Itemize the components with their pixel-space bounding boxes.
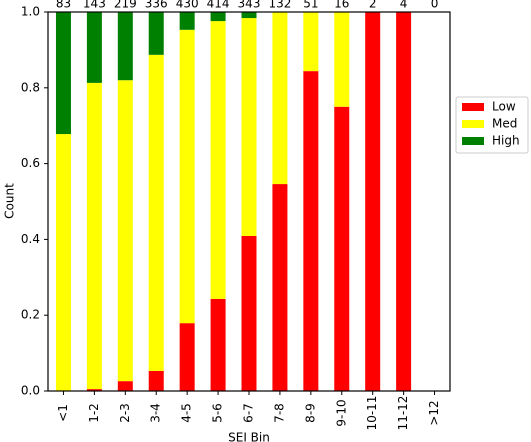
bar-segment bbox=[148, 12, 164, 55]
bar-segment bbox=[334, 12, 350, 107]
count-label: 430 bbox=[176, 0, 199, 11]
bar-segment bbox=[303, 71, 319, 392]
bar-segment bbox=[148, 54, 164, 371]
x-tick-label: 4-5 bbox=[180, 403, 194, 423]
bar-segment bbox=[272, 12, 288, 185]
y-tick-label: 0.0 bbox=[21, 384, 40, 398]
x-tick-label: 5-6 bbox=[211, 403, 225, 423]
bar-segment bbox=[55, 134, 71, 391]
count-label: 2 bbox=[369, 0, 377, 11]
x-tick-label: 2-3 bbox=[118, 403, 132, 423]
bar-segment bbox=[55, 12, 71, 135]
count-label: 51 bbox=[303, 0, 318, 11]
plot-frame bbox=[47, 11, 451, 392]
bar-segment bbox=[179, 323, 195, 391]
bar-segment bbox=[396, 12, 412, 391]
legend-swatch bbox=[462, 137, 484, 145]
x-tick-label: 10-11 bbox=[365, 396, 379, 431]
bar-segment bbox=[86, 389, 102, 391]
x-tick-label: 3-4 bbox=[149, 403, 163, 423]
x-tick-label: >12 bbox=[427, 400, 441, 425]
x-tick-label: <1 bbox=[56, 404, 70, 422]
bar-segment bbox=[334, 106, 350, 391]
bar-segment bbox=[117, 80, 133, 382]
x-tick-label: 6-7 bbox=[242, 403, 256, 423]
count-label: 0 bbox=[431, 0, 439, 11]
legend-label: High bbox=[492, 134, 520, 148]
count-label: 132 bbox=[268, 0, 291, 11]
bar-segment bbox=[86, 82, 102, 390]
count-label: 16 bbox=[334, 0, 349, 11]
count-label: 343 bbox=[238, 0, 261, 11]
bar-segment bbox=[117, 381, 133, 391]
x-tick-label: 1-2 bbox=[87, 403, 101, 423]
bar-segment bbox=[86, 12, 102, 83]
bar-segment bbox=[241, 12, 257, 19]
bar-segment bbox=[210, 298, 226, 391]
bar-segment bbox=[241, 235, 257, 391]
bar-segment bbox=[148, 370, 164, 391]
x-axis-label: SEI Bin bbox=[228, 431, 270, 442]
x-tick-label: 11-12 bbox=[396, 396, 410, 431]
legend-swatch bbox=[462, 103, 484, 111]
bar-segment bbox=[117, 12, 133, 81]
bar-segment bbox=[179, 29, 195, 324]
legend-label: Med bbox=[492, 117, 517, 131]
y-axis-label: Count bbox=[3, 183, 17, 219]
bar-segment bbox=[272, 184, 288, 391]
y-tick-label: 0.2 bbox=[21, 308, 40, 322]
legend-swatch bbox=[462, 120, 484, 128]
y-tick-label: 1.0 bbox=[21, 5, 40, 19]
bar-segment bbox=[210, 21, 226, 299]
x-tick-label: 7-8 bbox=[272, 403, 286, 423]
count-label: 143 bbox=[83, 0, 106, 11]
count-label: 4 bbox=[400, 0, 408, 11]
bar-segment bbox=[365, 12, 381, 391]
bar-segment bbox=[241, 18, 257, 236]
count-label: 219 bbox=[114, 0, 137, 11]
x-tick-label: 9-10 bbox=[334, 399, 348, 426]
legend-label: Low bbox=[492, 100, 516, 114]
x-tick-label: 8-9 bbox=[303, 403, 317, 423]
y-tick-label: 0.6 bbox=[21, 156, 40, 170]
bar-segment bbox=[303, 12, 319, 72]
bar-segment bbox=[210, 12, 226, 22]
y-tick-label: 0.4 bbox=[21, 232, 40, 246]
count-label: 83 bbox=[56, 0, 71, 11]
count-label: 414 bbox=[207, 0, 230, 11]
y-tick-label: 0.8 bbox=[21, 80, 40, 94]
bar-segment bbox=[179, 12, 195, 30]
count-label: 336 bbox=[145, 0, 168, 11]
